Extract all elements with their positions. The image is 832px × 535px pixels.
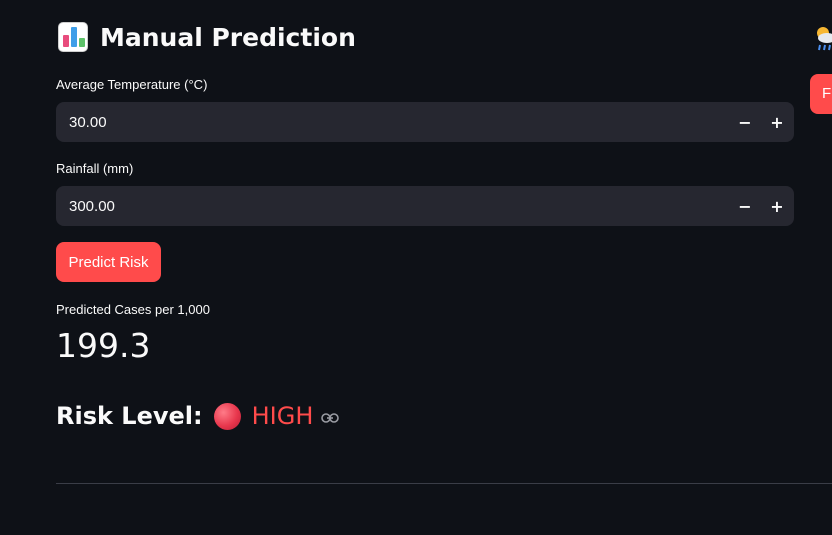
temperature-decrement-button[interactable]: − bbox=[738, 112, 752, 132]
page-title: Manual Prediction bbox=[58, 22, 356, 52]
side-panel-button[interactable]: F bbox=[810, 74, 832, 114]
link-icon[interactable] bbox=[321, 412, 340, 424]
page-title-text: Manual Prediction bbox=[100, 22, 356, 52]
risk-level-value: HIGH bbox=[251, 402, 314, 430]
divider bbox=[56, 483, 832, 484]
rainfall-input[interactable]: 300.00 − + bbox=[56, 186, 794, 226]
weather-cloud-sun-rain-icon bbox=[817, 27, 832, 51]
rainfall-value[interactable]: 300.00 bbox=[69, 197, 115, 215]
rainfall-decrement-button[interactable]: − bbox=[738, 196, 752, 216]
temperature-value[interactable]: 30.00 bbox=[69, 113, 107, 131]
rainfall-increment-button[interactable]: + bbox=[770, 196, 784, 216]
predict-risk-button[interactable]: Predict Risk bbox=[56, 242, 161, 282]
temperature-increment-button[interactable]: + bbox=[770, 112, 784, 132]
metric-label: Predicted Cases per 1,000 bbox=[56, 302, 210, 317]
temperature-label: Average Temperature (°C) bbox=[56, 77, 208, 92]
risk-level-label: Risk Level: bbox=[56, 402, 203, 430]
risk-level-heading: Risk Level: HIGH bbox=[56, 402, 340, 430]
rainfall-label: Rainfall (mm) bbox=[56, 161, 134, 176]
bar-chart-icon bbox=[58, 22, 88, 52]
temperature-input[interactable]: 30.00 − + bbox=[56, 102, 794, 142]
metric-value: 199.3 bbox=[56, 326, 151, 365]
red-circle-icon bbox=[213, 402, 241, 430]
